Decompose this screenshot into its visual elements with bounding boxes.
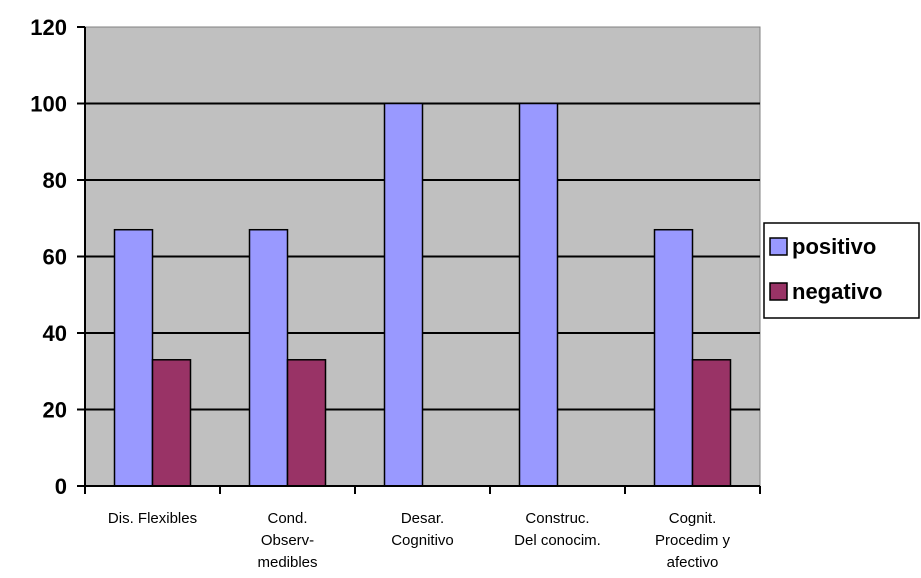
y-tick-label: 40	[43, 321, 67, 346]
x-tick-label-line: Construc.	[525, 510, 589, 527]
x-tick-label: Cond. Observ-medibles	[257, 510, 317, 571]
x-tick-label-line: Procedim y	[655, 532, 731, 549]
bar-positivo	[383, 102, 424, 487]
y-tick-label: 80	[43, 168, 67, 193]
x-tick-label: Construc. Del conocim.	[514, 510, 601, 549]
legend: positivo negativo	[763, 222, 920, 319]
bars	[113, 102, 732, 487]
axes: 0 20 40 60 80 100 120 Dis. Flexibles Cond. Observ…	[30, 15, 761, 571]
legend-label-negativo: negativo	[792, 279, 882, 304]
y-tick-label: 120	[30, 15, 67, 40]
x-tick-label-line: Cognitivo	[391, 532, 454, 549]
bar-negativo	[691, 359, 732, 487]
bar-negativo	[151, 359, 192, 487]
bar-negativo	[286, 359, 327, 487]
y-tick-label: 100	[30, 92, 67, 117]
legend-swatch-negativo	[769, 282, 788, 301]
x-tick-label: Desar. Cognitivo	[391, 510, 454, 549]
x-tick-label: Dis. Flexibles	[108, 510, 197, 527]
y-tick-label: 60	[43, 245, 67, 270]
legend-label-positivo: positivo	[792, 234, 876, 259]
x-tick-label: Cognit. Procedim y afectivo	[655, 510, 731, 571]
x-tick-label-line: afectivo	[667, 554, 719, 571]
x-tick-label-line: Cond.	[267, 510, 307, 527]
legend-box	[763, 222, 920, 319]
x-tick-label-line: Dis. Flexibles	[108, 510, 197, 527]
bar-positivo	[518, 102, 559, 487]
bar-positivo	[653, 228, 694, 487]
bar-positivo	[113, 228, 154, 487]
legend-swatch-positivo	[769, 237, 788, 256]
x-tick-label-line: Desar.	[401, 510, 444, 527]
x-tick-label-line: Observ-	[261, 532, 314, 549]
x-tick-label-line: Del conocim.	[514, 532, 601, 549]
bar-positivo	[248, 228, 289, 487]
y-tick-label: 0	[55, 474, 67, 499]
x-tick-label-line: Cognit.	[669, 510, 717, 527]
x-tick-label-line: medibles	[257, 554, 317, 571]
y-tick-label: 20	[43, 398, 67, 423]
